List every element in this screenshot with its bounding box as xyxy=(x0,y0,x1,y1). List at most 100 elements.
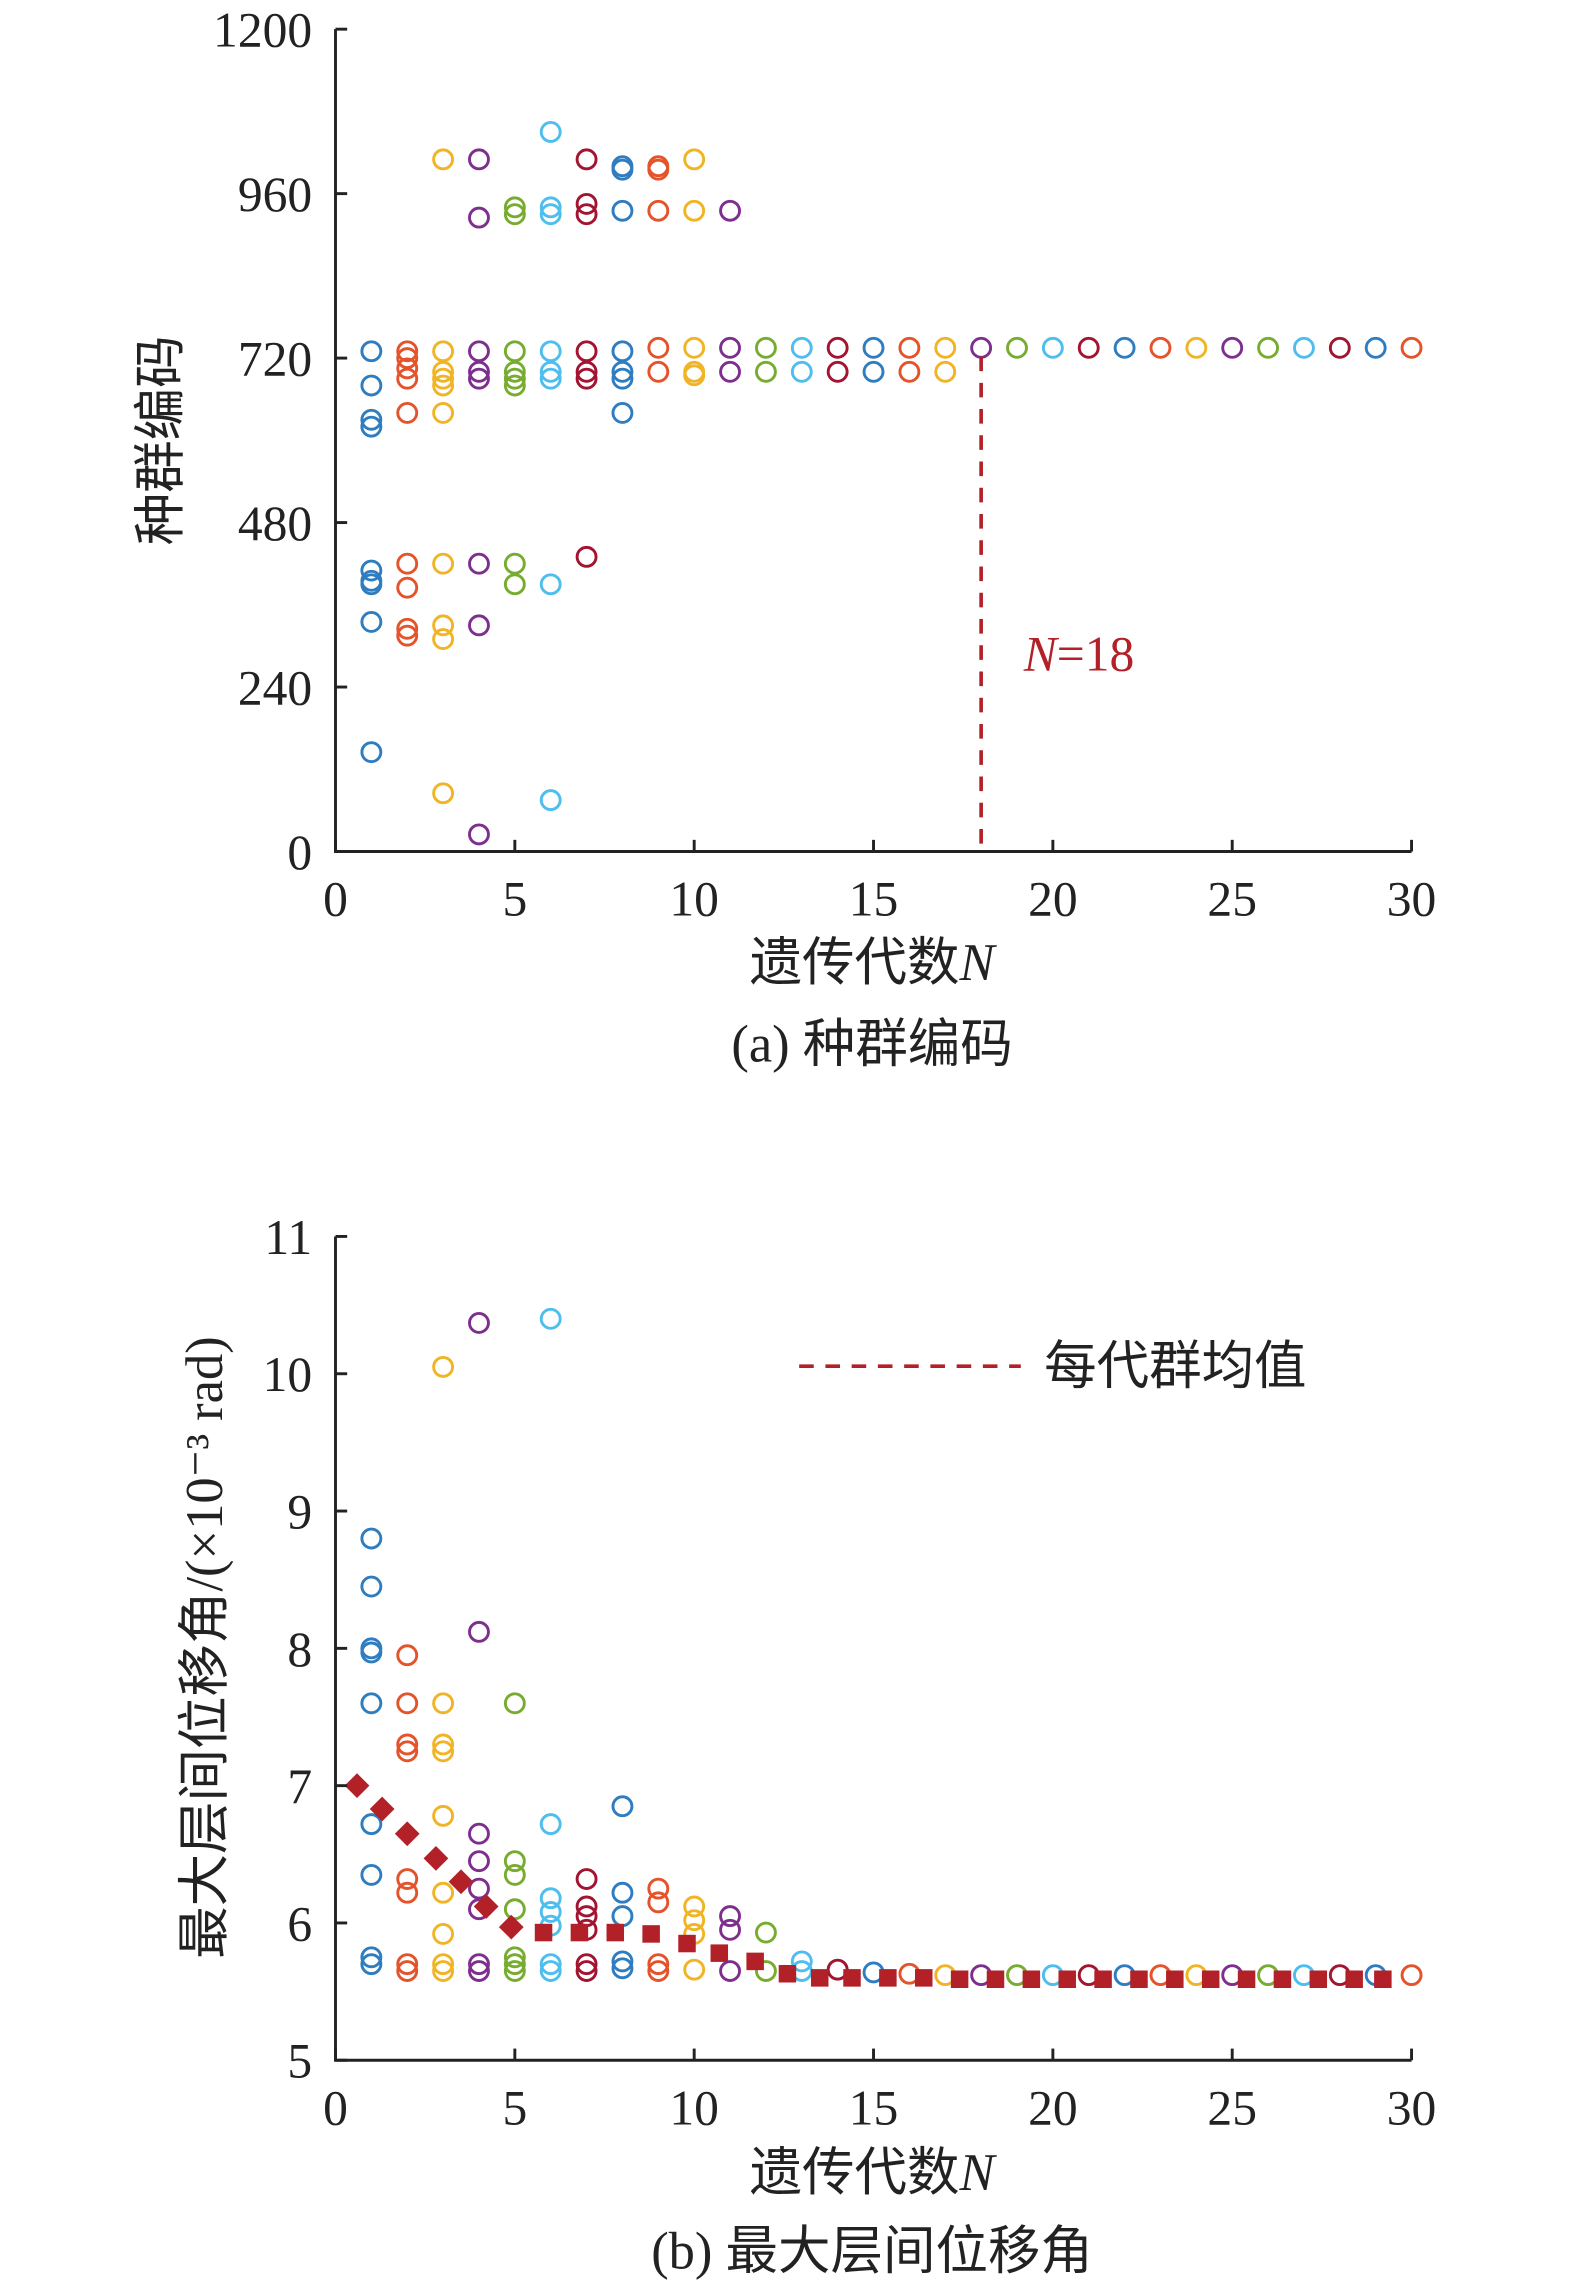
chart-a-population-point xyxy=(468,552,490,575)
chart-b-population-point xyxy=(754,1960,777,1982)
chart-b-population-point xyxy=(468,1960,490,1982)
mean-square-marker xyxy=(1058,1970,1076,1988)
chart-b-population-point xyxy=(396,1644,419,1667)
chart-b-population-point xyxy=(503,1946,526,1969)
chart-b-population-point xyxy=(360,1953,383,1976)
chart-a-population-point xyxy=(1257,336,1280,359)
chart-a-population-point xyxy=(970,336,993,359)
chart-a-annotation: N=18 xyxy=(1023,627,1135,682)
mean-square-marker xyxy=(1166,1970,1184,1988)
chart-a-population-point xyxy=(790,336,813,359)
mean-square-marker xyxy=(678,1934,696,1953)
chart-b-population-point xyxy=(360,1813,383,1836)
chart-a-population-point xyxy=(360,408,383,431)
chart-b-ylabel: 最大层间位移角/(×10⁻³ rad) xyxy=(176,1336,234,1959)
chart-a-population-point xyxy=(396,617,419,640)
mean-diamond-marker xyxy=(369,1796,395,1822)
chart-a-population-point xyxy=(432,782,455,805)
chart-b-population-point xyxy=(360,1527,383,1550)
chart-b-population-point xyxy=(432,1960,455,1982)
chart-a-population-point xyxy=(468,614,490,637)
chart-b-population-point xyxy=(432,1692,455,1715)
chart-a-xtick-label: 10 xyxy=(669,872,719,927)
legend-label: 每代群均值 xyxy=(1044,1338,1306,1396)
mean-square-marker xyxy=(950,1970,969,1988)
chart-a-population-point xyxy=(826,360,849,383)
chart-a-population-point xyxy=(360,340,383,363)
chart-a-population-point xyxy=(396,401,419,424)
chart-a-population-point xyxy=(468,367,490,390)
chart-a-points xyxy=(360,121,1423,852)
mean-square-marker xyxy=(534,1923,553,1942)
chart-a-population-point xyxy=(360,415,383,438)
chart-b-population-point xyxy=(360,1641,383,1664)
chart-a-population-point xyxy=(360,374,383,397)
mean-square-marker xyxy=(914,1969,933,1987)
chart-a-population-point xyxy=(1221,336,1244,359)
chart-b-population-point xyxy=(432,1953,455,1976)
chart-b-population-point xyxy=(432,1355,455,1378)
chart-a-xlabel: 遗传代数N xyxy=(750,934,998,992)
chart-a-population-point xyxy=(503,340,526,363)
chart-a-population-point xyxy=(539,367,562,390)
chart-b-ytick-label: 6 xyxy=(287,1896,312,1951)
chart-a-population-point xyxy=(539,203,562,226)
chart-b-population-point xyxy=(503,1692,526,1715)
chart-a-population-point xyxy=(1400,336,1423,359)
mean-square-marker xyxy=(879,1969,897,1987)
mean-square-marker xyxy=(606,1923,625,1942)
chart-b-population-point xyxy=(396,1740,419,1763)
chart-a-population-point xyxy=(360,611,383,633)
chart-a-population-point xyxy=(539,573,562,596)
chart-b-population-point xyxy=(575,1960,598,1982)
chart-b-population-point xyxy=(468,1620,490,1643)
mean-square-marker xyxy=(1273,1970,1292,1988)
chart-b-population-point xyxy=(719,1918,741,1941)
chart-a-population-point xyxy=(611,158,634,181)
chart-b-ytick-label: 10 xyxy=(263,1347,313,1402)
chart-a-population-point xyxy=(503,203,526,226)
chart-b-population-point xyxy=(396,1868,419,1890)
chart-a-population-point xyxy=(683,148,706,171)
chart-a-population-point xyxy=(754,360,777,383)
chart-b-ytick-label: 7 xyxy=(287,1759,312,1814)
chart-a-population-point xyxy=(826,336,849,359)
chart-a-population-point xyxy=(539,196,562,219)
mean-square-marker xyxy=(810,1969,829,1987)
chart-a-population-point xyxy=(503,573,526,596)
chart-a-population-point xyxy=(611,340,634,363)
chart-a-ytick-label: 720 xyxy=(238,332,312,387)
chart-a-population-point xyxy=(432,374,455,397)
mean-square-marker xyxy=(1201,1970,1220,1988)
chart-b-population-point xyxy=(683,1958,706,1981)
chart-b-population-point xyxy=(647,1960,670,1982)
chart-a-population-point xyxy=(575,203,598,226)
chart-a-population-point xyxy=(611,199,634,222)
chart-b-population-point xyxy=(719,1960,741,1982)
chart-a-population-point xyxy=(503,374,526,397)
chart-a-ylabel: 种群编码 xyxy=(132,335,190,545)
chart-a-population-point xyxy=(647,360,670,383)
chart-a-population-point xyxy=(468,360,490,383)
chart-a-population-point xyxy=(1149,336,1172,359)
mean-square-marker xyxy=(1130,1970,1148,1988)
chart-a-xtick-label: 30 xyxy=(1387,872,1437,927)
chart-b-xtick-label: 0 xyxy=(323,2080,348,2135)
mean-square-marker xyxy=(843,1969,861,1987)
chart-b-population-point xyxy=(503,1960,526,1982)
chart-b-points xyxy=(344,1307,1423,1988)
chart-b-population-point xyxy=(468,1822,490,1845)
chart-b-population-point xyxy=(360,1863,383,1886)
chart-a-population-point xyxy=(790,360,813,383)
chart-a-xtick-label: 20 xyxy=(1028,872,1078,927)
chart-b-legend: 每代群均值 xyxy=(799,1338,1307,1396)
chart-a-population-point xyxy=(432,148,455,171)
chart-a-population-point xyxy=(719,360,741,383)
chart-b-population-point xyxy=(790,1950,813,1973)
chart-a-population-point xyxy=(575,192,598,215)
chart-b-population-point xyxy=(432,1733,455,1756)
chart-a-population-point xyxy=(1006,336,1028,359)
chart-b-population-point xyxy=(360,1692,383,1715)
chart-a-population-point xyxy=(539,360,562,383)
chart-a-population-point xyxy=(1364,336,1387,359)
